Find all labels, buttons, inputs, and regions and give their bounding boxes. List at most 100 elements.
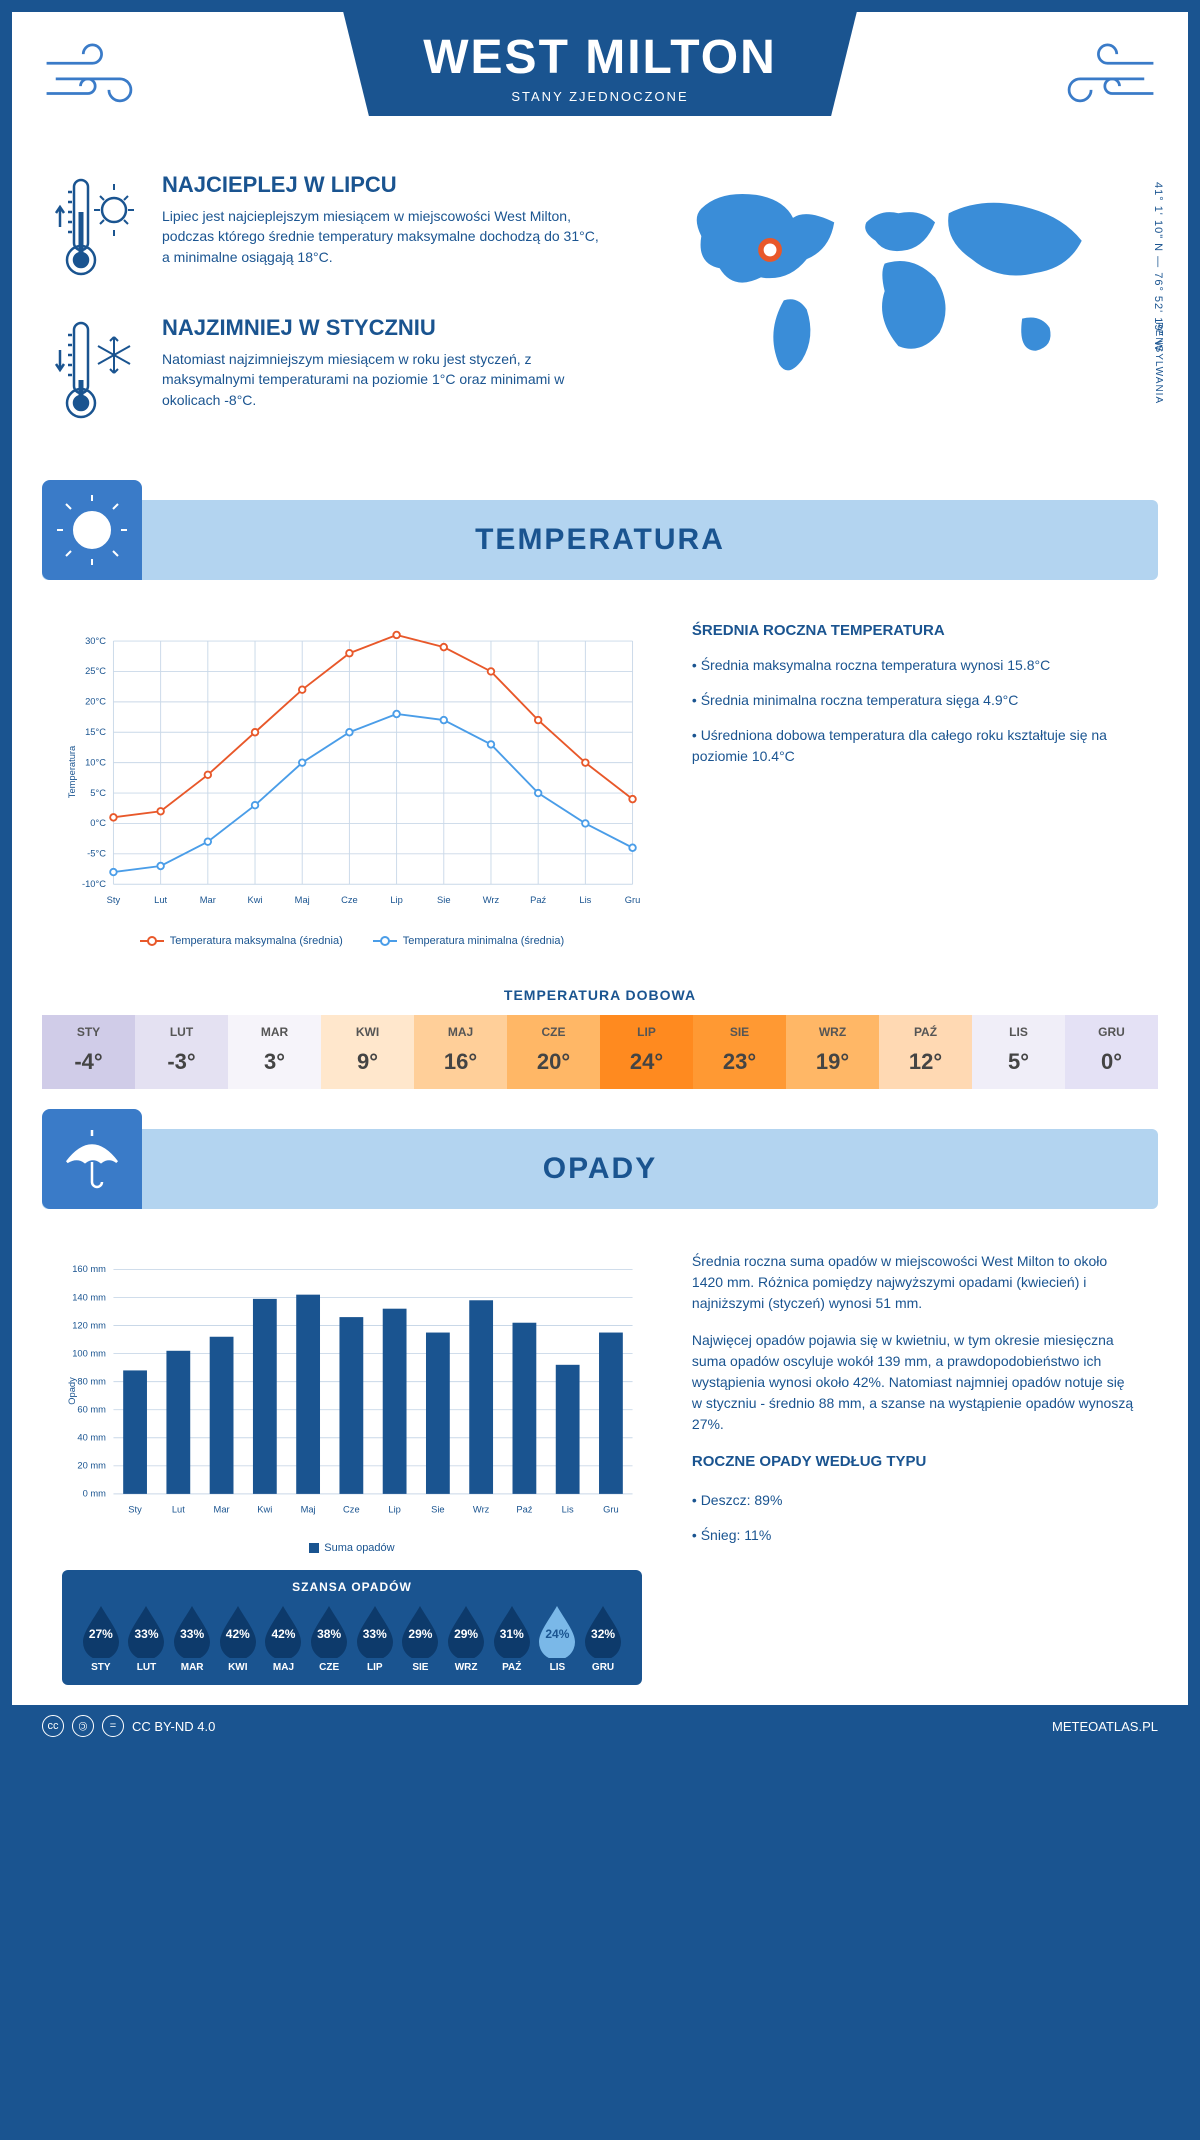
drop-value: 33% <box>134 1627 158 1641</box>
daily-month: KWI <box>321 1025 414 1039</box>
drop-month: CZE <box>306 1662 352 1673</box>
daily-cell: LIS5° <box>972 1015 1065 1089</box>
drop-month: KWI <box>215 1662 261 1673</box>
drop-value: 42% <box>226 1627 250 1641</box>
daily-cell: LIP24° <box>600 1015 693 1089</box>
daily-month: LUT <box>135 1025 228 1039</box>
svg-text:Lut: Lut <box>154 895 167 905</box>
precipitation-chance-box: SZANSA OPADÓW 27%STY33%LUT33%MAR42%KWI42… <box>62 1570 642 1685</box>
daily-month: PAŹ <box>879 1025 972 1039</box>
drop-month: MAJ <box>261 1662 307 1673</box>
drop-cell: 33% LIP <box>352 1604 398 1673</box>
drop-cell: 42% KWI <box>215 1604 261 1673</box>
drop-value: 29% <box>454 1627 478 1641</box>
precip-type-snow: • Śnieg: 11% <box>692 1525 1138 1546</box>
svg-text:Lip: Lip <box>390 895 402 905</box>
daily-value: 12° <box>879 1049 972 1075</box>
cc-icon: cc <box>42 1715 64 1737</box>
svg-text:Mar: Mar <box>214 1505 230 1515</box>
drop-value: 33% <box>363 1627 387 1641</box>
svg-text:0°C: 0°C <box>90 818 106 828</box>
svg-text:120 mm: 120 mm <box>72 1320 106 1330</box>
drop-month: LIP <box>352 1662 398 1673</box>
legend-min: .legend-item:nth-child(2) .legend-swatch… <box>373 935 564 947</box>
raindrop-icon: 32% <box>581 1604 625 1658</box>
fact-content: NAJZIMNIEJ W STYCZNIU Natomiast najzimni… <box>162 315 610 430</box>
daily-month: MAJ <box>414 1025 507 1039</box>
daily-cell: MAJ16° <box>414 1015 507 1089</box>
raindrop-icon: 24% <box>535 1604 579 1658</box>
svg-text:160 mm: 160 mm <box>72 1264 106 1274</box>
daily-cell: PAŹ 12° <box>879 1015 972 1089</box>
daily-temp-heading: TEMPERATURA DOBOWA <box>12 987 1188 1003</box>
raindrop-icon: 33% <box>124 1604 168 1658</box>
hottest-fact: NAJCIEPLEJ W LIPCU Lipiec jest najcieple… <box>52 172 610 287</box>
raindrop-icon: 33% <box>353 1604 397 1658</box>
svg-text:Maj: Maj <box>295 895 310 905</box>
map-column: 41° 1' 10" N — 76° 52' 19" W PENSYLWANIA <box>640 172 1148 458</box>
drop-value: 24% <box>545 1627 569 1641</box>
wind-icon <box>42 37 152 117</box>
drop-cell: 29%WRZ <box>443 1604 489 1673</box>
raindrop-icon: 27% <box>79 1604 123 1658</box>
daily-cell: MAR3° <box>228 1015 321 1089</box>
drop-cell: 24%LIS <box>535 1604 581 1673</box>
info-heading: ŚREDNIA ROCZNA TEMPERATURA <box>692 622 1138 639</box>
raindrop-icon: 38% <box>307 1604 351 1658</box>
drop-cell: 33% MAR <box>169 1604 215 1673</box>
daily-value: -4° <box>42 1049 135 1075</box>
section-title: TEMPERATURA <box>42 523 1158 557</box>
fact-title: NAJCIEPLEJ W LIPCU <box>162 172 610 198</box>
fact-content: NAJCIEPLEJ W LIPCU Lipiec jest najcieple… <box>162 172 610 287</box>
drop-value: 33% <box>180 1627 204 1641</box>
precipitation-bar-chart: 0 mm20 mm40 mm60 mm80 mm100 mm120 mm140 … <box>62 1251 642 1531</box>
chance-drops-row: 27%STY33%LUT33%MAR42%KWI42%MAJ38%CZE33%L… <box>78 1604 626 1673</box>
svg-text:Lip: Lip <box>388 1505 400 1515</box>
svg-text:40 mm: 40 mm <box>77 1433 106 1443</box>
svg-text:100 mm: 100 mm <box>72 1348 106 1358</box>
svg-text:Maj: Maj <box>301 1505 316 1515</box>
footer: cc 🄯 = CC BY-ND 4.0 METEOATLAS.PL <box>12 1705 1188 1747</box>
drop-value: 29% <box>408 1627 432 1641</box>
svg-text:20 mm: 20 mm <box>77 1461 106 1471</box>
drop-value: 32% <box>591 1627 615 1641</box>
country-subtitle: STANY ZJEDNOCZONE <box>423 89 777 104</box>
daily-value: 3° <box>228 1049 321 1075</box>
daily-cell: CZE20° <box>507 1015 600 1089</box>
drop-month: MAR <box>169 1662 215 1673</box>
coldest-fact: NAJZIMNIEJ W STYCZNIU Natomiast najzimni… <box>52 315 610 430</box>
temperature-body: -10°C-5°C0°C5°C10°C15°C20°C25°C30°CStyLu… <box>12 592 1188 967</box>
daily-cell: LUT -3° <box>135 1015 228 1089</box>
drop-value: 31% <box>500 1627 524 1641</box>
by-icon: 🄯 <box>72 1715 94 1737</box>
daily-cell: KWI9° <box>321 1015 414 1089</box>
drop-month: PAŹ <box>489 1662 535 1673</box>
info-paragraph: Najwięcej opadów pojawia się w kwietniu,… <box>692 1330 1138 1435</box>
intro-section: NAJCIEPLEJ W LIPCU Lipiec jest najcieple… <box>12 152 1188 488</box>
drop-cell: 32%GRU <box>580 1604 626 1673</box>
precipitation-body: 0 mm20 mm40 mm60 mm80 mm100 mm120 mm140 … <box>12 1221 1188 1705</box>
svg-text:Sty: Sty <box>107 895 121 905</box>
daily-value: -3° <box>135 1049 228 1075</box>
raindrop-icon: 42% <box>216 1604 260 1658</box>
drop-month: SIE <box>398 1662 444 1673</box>
drop-cell: 29% SIE <box>398 1604 444 1673</box>
daily-cell: STY -4° <box>42 1015 135 1089</box>
svg-text:Gru: Gru <box>625 895 641 905</box>
raindrop-icon: 29% <box>444 1604 488 1658</box>
daily-month: LIS <box>972 1025 1065 1039</box>
daily-month: GRU <box>1065 1025 1158 1039</box>
daily-month: CZE <box>507 1025 600 1039</box>
site-name: METEOATLAS.PL <box>1052 1719 1158 1734</box>
drop-value: 42% <box>271 1627 295 1641</box>
daily-cell: SIE 23° <box>693 1015 786 1089</box>
svg-text:Paź: Paź <box>516 1505 532 1515</box>
info-item: • Średnia minimalna roczna temperatura s… <box>692 690 1138 711</box>
thermometer-hot-icon <box>52 172 142 287</box>
daily-value: 23° <box>693 1049 786 1075</box>
daily-month: SIE <box>693 1025 786 1039</box>
raindrop-icon: 42% <box>261 1604 305 1658</box>
header: WEST MILTON STANY ZJEDNOCZONE <box>12 12 1188 152</box>
info-item: • Średnia maksymalna roczna temperatura … <box>692 655 1138 676</box>
daily-month: STY <box>42 1025 135 1039</box>
